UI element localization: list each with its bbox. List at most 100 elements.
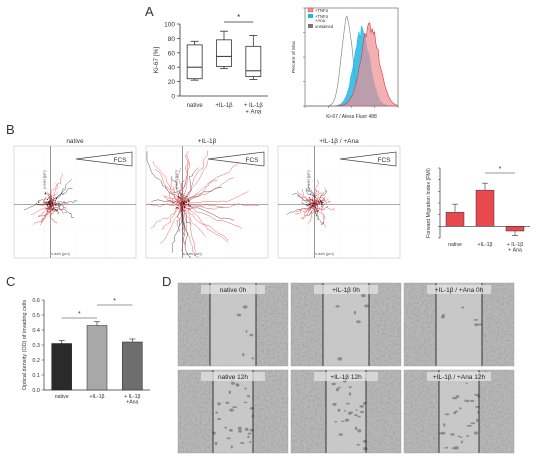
migration-x-label: x-axis [µm] (51, 252, 69, 256)
migration-dot (320, 201, 322, 203)
migrated-cell (362, 402, 366, 405)
migration-dot (183, 209, 186, 212)
migration-dot (183, 206, 186, 209)
micrograph-frame (290, 282, 402, 367)
migration-dot (177, 207, 179, 209)
micrograph-image: +IL-1β / +Ana 12h (404, 370, 514, 453)
migration-dot (181, 205, 183, 207)
tile-label-background (314, 285, 378, 294)
migrated-cell (477, 323, 483, 326)
legend-swatch (307, 7, 314, 13)
migration-dot (309, 203, 312, 205)
migration-dot (320, 203, 322, 205)
legend-swatch (308, 14, 313, 18)
migration-plot-title: native (66, 138, 84, 145)
fmi-y-label: Forward Migration Index (FMI) (426, 168, 432, 238)
migration-track (305, 187, 316, 205)
micrograph-label: native 0h (220, 287, 247, 294)
migrated-cell (245, 330, 248, 333)
migration-dot (311, 205, 313, 208)
migration-dot (312, 205, 315, 207)
migration-track (37, 199, 51, 205)
histogram-tnf (305, 22, 399, 107)
migration-dot (315, 202, 317, 204)
migration-track (314, 192, 325, 205)
micrograph-tile: native 12h (177, 369, 289, 454)
migrated-cell (469, 399, 475, 403)
migrated-cell (237, 426, 242, 430)
migration-dot (180, 201, 183, 203)
migration-dot (310, 207, 312, 209)
migration-dot (51, 209, 54, 211)
migration-track (46, 191, 53, 205)
migrated-cell (338, 386, 342, 389)
cell-texture-left (178, 370, 213, 453)
migration-dot (316, 210, 318, 212)
micrograph-tile: +IL-1β 12h (290, 369, 402, 454)
od-bar (86, 325, 108, 391)
migration-dot (55, 197, 58, 199)
migration-dot (180, 203, 182, 205)
migration-dot (184, 205, 186, 207)
histogram-y-label: Percent of Max (291, 40, 297, 73)
migrated-cell (344, 418, 350, 422)
cell-texture-left (291, 370, 326, 453)
od-bar (122, 341, 143, 391)
migrated-cell (247, 432, 252, 435)
legend-label: +TNFα +Ana (315, 14, 329, 23)
migration-track (301, 203, 315, 219)
migration-track (182, 150, 189, 205)
panel-letter-c: C (6, 274, 15, 289)
migrated-cell (332, 402, 337, 406)
migration-dot (188, 204, 190, 206)
migration-dot (176, 201, 178, 203)
migrated-cell (356, 443, 360, 446)
micrograph-frame (403, 369, 515, 454)
migration-dot (180, 198, 182, 200)
migration-y-label: y-axis [µm] (43, 170, 47, 188)
box (216, 39, 232, 67)
micrograph-tile: native 0h (177, 282, 289, 367)
migrated-cell (251, 357, 255, 360)
migration-dot (189, 208, 191, 210)
migration-dot (178, 208, 180, 210)
migrated-cell (224, 426, 227, 429)
migration-dot (188, 208, 190, 210)
fmi-bar (505, 226, 525, 232)
migration-dot (46, 198, 48, 201)
migration-x-label: x-axis [µm] (183, 252, 201, 256)
migrated-cell (337, 357, 343, 361)
migrated-cell (357, 428, 362, 433)
migration-dot (176, 207, 178, 209)
y-tick-label: 40 (168, 65, 176, 72)
migration-dot (306, 205, 308, 207)
migration-track (167, 199, 183, 205)
migration-dot (49, 200, 51, 202)
micrograph-image: +IL-1β / +Ana 0h (404, 283, 514, 366)
migrated-cell (466, 424, 472, 427)
migrated-cell (225, 401, 230, 404)
panel-a-histogram: Percent of Max Ki-67 / Alexa Fluor 488 +TN… (291, 7, 399, 120)
migrated-cell (444, 413, 450, 416)
migrated-cell (243, 401, 248, 404)
migrated-cell (242, 352, 245, 357)
migrated-cell (331, 382, 337, 385)
od-y-tick-label: 0.6 (32, 298, 40, 304)
migration-dot (181, 210, 184, 212)
migration-dot (48, 204, 50, 206)
migration-dot (50, 202, 52, 204)
migrated-cell (249, 428, 255, 432)
migration-dot (182, 201, 184, 203)
fmi-x-label: native (448, 242, 462, 248)
od-x-label: +IL-1β (90, 394, 105, 400)
migration-dot (187, 200, 190, 202)
migrated-cell (354, 426, 358, 431)
migrated-cell (228, 428, 233, 432)
migrated-cell (444, 446, 449, 449)
migration-track (42, 201, 51, 206)
migration-dot (321, 206, 323, 208)
migrated-cell (363, 446, 368, 451)
fcs-label: FCS (114, 157, 128, 164)
migration-dot (50, 205, 53, 207)
micrograph-tile: +IL-1β 0h (290, 282, 402, 367)
